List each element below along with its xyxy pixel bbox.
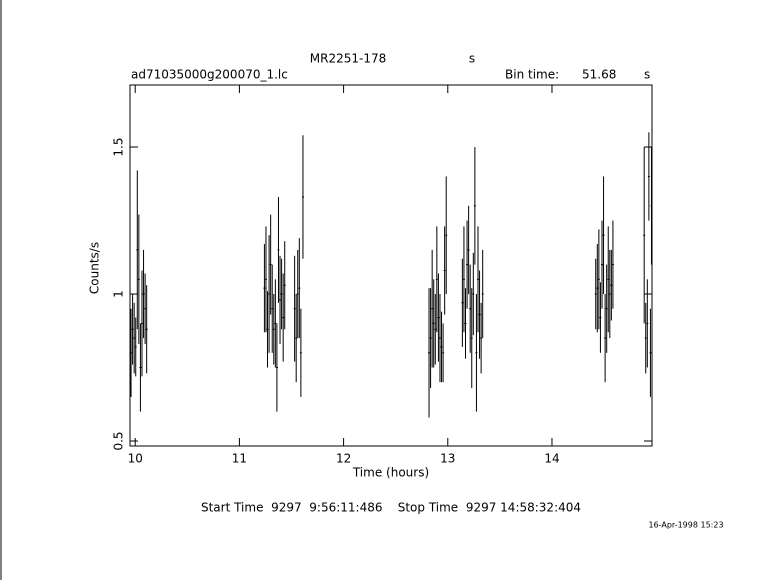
x-tick-label: 11 [232,452,247,466]
x-tick-label: 12 [336,452,351,466]
title-units: s [469,52,475,66]
x-tick-label: 13 [440,452,455,466]
y-axis-label: Counts/s [88,242,102,294]
x-tick-label: 10 [128,452,143,466]
y-tick-label: 0.5 [112,431,126,450]
bin-time: 51.68 [582,68,616,82]
bin-time-units: s [644,68,650,82]
x-axis-label: Time (hours) [352,466,429,480]
file-name: ad71035000g200070_1.lc [131,68,288,82]
y-tick-label: 1 [112,290,126,298]
date: 16-Apr-1998 15:23 [648,521,723,530]
bin-time-label: Bin time: [505,68,559,82]
x-tick-label: 14 [544,452,559,466]
chart-title: MR2251-178 [310,52,386,66]
y-tick-label: 1.5 [112,137,126,156]
plot-frame [129,84,653,447]
footer: Start Time 9297 9:56:11:486 Stop Time 92… [201,501,581,515]
